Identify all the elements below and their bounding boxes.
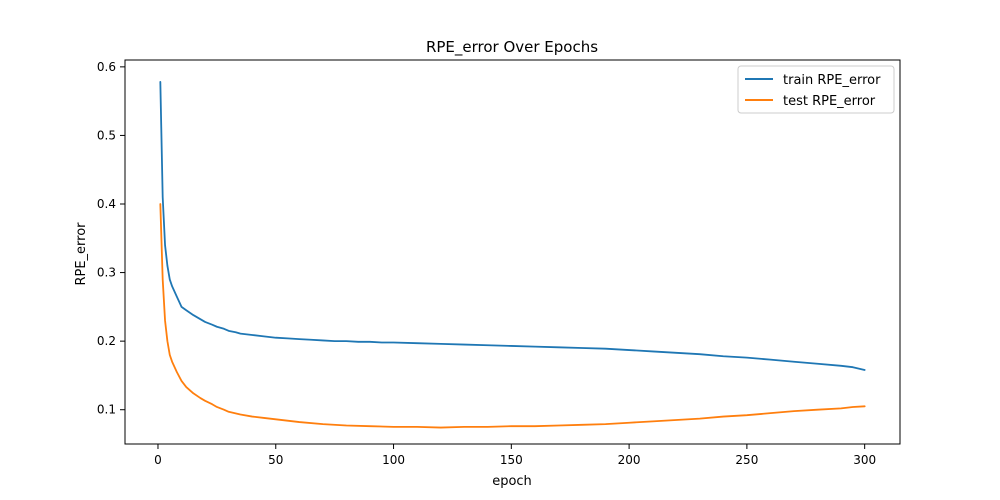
legend: train RPE_error test RPE_error — [737, 65, 895, 114]
legend-label-test: test RPE_error — [783, 94, 876, 109]
axes-frame — [124, 59, 901, 445]
x-tick-label: 0 — [154, 453, 162, 467]
y-tick-label: 0.2 — [97, 334, 116, 348]
series-line-test — [159, 203, 866, 429]
series-line-train — [159, 81, 866, 371]
x-tick-label: 150 — [500, 453, 523, 467]
y-tick-label: 0.4 — [97, 197, 116, 211]
y-tick-label: 0.6 — [97, 60, 116, 74]
plot-area: 0 50 100 150 200 250 300 0.1 0.2 0.3 0.4 0.5 0.6 — [97, 59, 901, 467]
x-tick-label: 100 — [382, 453, 405, 467]
y-axis-label: RPE_error — [74, 222, 89, 286]
y-tick-label: 0.5 — [97, 128, 116, 142]
legend-label-train: train RPE_error — [783, 73, 881, 88]
x-tick-label: 250 — [735, 453, 758, 467]
x-axis-label: epoch — [492, 474, 532, 489]
x-tick-label: 50 — [268, 453, 283, 467]
x-tick-label: 200 — [618, 453, 641, 467]
chart-title: RPE_error Over Epochs — [426, 38, 598, 57]
y-tick-label: 0.3 — [97, 266, 116, 280]
y-tick-label: 0.1 — [97, 403, 116, 417]
legend-box — [737, 65, 895, 114]
x-tick-label: 300 — [853, 453, 876, 467]
